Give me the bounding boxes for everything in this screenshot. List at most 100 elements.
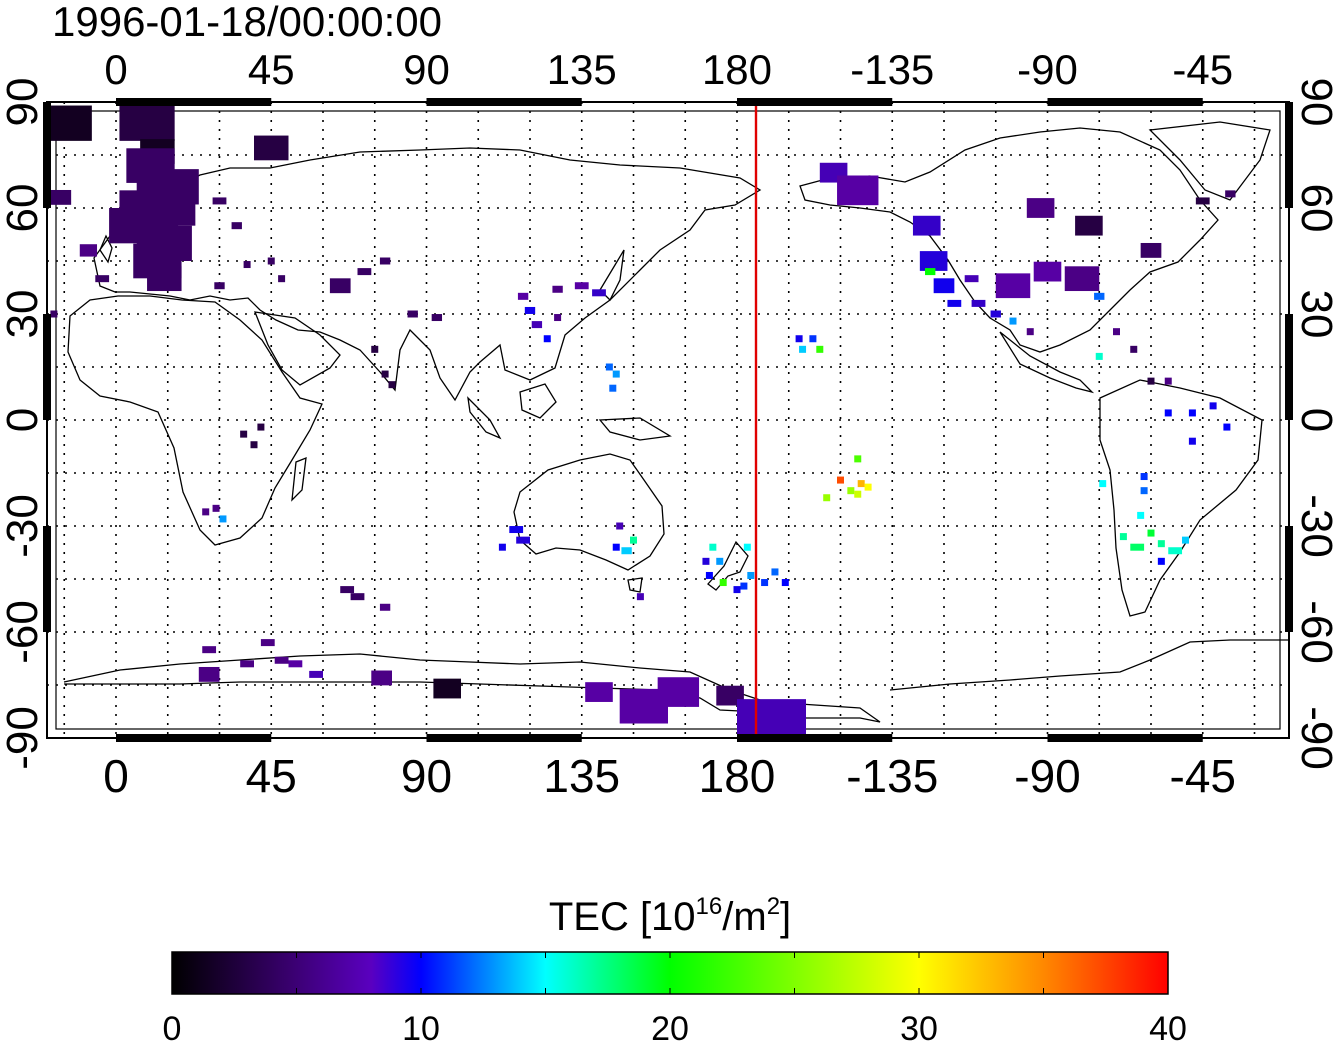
tec-cell bbox=[1137, 511, 1145, 519]
colorbar-tick-label: 30 bbox=[900, 1010, 938, 1042]
tec-cell bbox=[799, 345, 807, 353]
tec-cell bbox=[371, 345, 379, 353]
tec-cell bbox=[1195, 197, 1210, 205]
coastline-britain bbox=[99, 234, 113, 264]
tec-cell bbox=[995, 273, 1031, 299]
x-tick-label-bottom: -135 bbox=[846, 750, 938, 802]
tec-cell bbox=[612, 543, 620, 551]
tec-cell bbox=[214, 282, 225, 290]
tec-cell bbox=[716, 557, 724, 565]
tick-bar-left bbox=[43, 314, 51, 420]
tec-cell bbox=[498, 543, 506, 551]
tec-cell bbox=[202, 646, 217, 654]
tick-bar-left bbox=[43, 526, 51, 632]
tec-cell bbox=[371, 670, 392, 686]
tec-cell bbox=[1182, 536, 1189, 544]
x-tick-label-top: -90 bbox=[1017, 46, 1078, 93]
coastline-borneo bbox=[519, 383, 557, 419]
tec-cell bbox=[552, 285, 563, 293]
coastline-greenland bbox=[1148, 121, 1271, 201]
tec-cell bbox=[964, 275, 979, 283]
tec-cell bbox=[709, 543, 717, 551]
tec-cell bbox=[657, 677, 700, 707]
tec-cell bbox=[592, 289, 606, 297]
tec-cell bbox=[1094, 292, 1105, 300]
tec-cell bbox=[616, 522, 624, 530]
y-tick-label-right: -60 bbox=[1292, 600, 1340, 664]
tec-cell bbox=[609, 384, 617, 392]
tec-cell bbox=[554, 314, 562, 322]
tec-cell bbox=[1164, 409, 1172, 417]
tec-cell bbox=[340, 586, 355, 594]
y-tick-label-left: -90 bbox=[0, 706, 47, 770]
tec-cell bbox=[147, 266, 182, 292]
tec-cell bbox=[864, 483, 872, 491]
tec-cell bbox=[971, 299, 986, 307]
tec-cell bbox=[1164, 377, 1172, 385]
tec-cell bbox=[240, 660, 254, 668]
tec-cell bbox=[543, 335, 551, 343]
colorbar-gradient bbox=[171, 951, 1169, 995]
x-tick-label-top: 45 bbox=[248, 46, 295, 93]
tec-cell bbox=[524, 306, 536, 314]
tec-cell bbox=[837, 175, 879, 206]
tec-cell bbox=[795, 335, 803, 343]
coastline-africa bbox=[67, 295, 323, 546]
coastline-madagascar bbox=[291, 456, 307, 502]
y-axis-left-labels: 90 60 30 0 -30 -60 -90 bbox=[0, 78, 47, 770]
tec-cell bbox=[816, 345, 824, 353]
tick-bar-bottom bbox=[1047, 734, 1203, 742]
tec-cell bbox=[743, 543, 751, 551]
tec-cell bbox=[1099, 480, 1107, 488]
x-tick-label-bottom: 0 bbox=[103, 750, 129, 802]
tec-cell bbox=[231, 222, 242, 230]
tec-cell bbox=[1168, 547, 1183, 555]
tec-cell bbox=[1147, 529, 1155, 537]
colorbar-tick-label: 20 bbox=[651, 1010, 689, 1042]
tec-cell bbox=[630, 536, 637, 544]
tec-cell bbox=[257, 423, 265, 431]
tec-cell bbox=[1130, 543, 1145, 551]
colorbar-title-prefix: TEC [10 bbox=[549, 895, 696, 939]
tec-cell bbox=[50, 310, 58, 318]
tec-cell bbox=[431, 314, 443, 322]
tec-cell bbox=[636, 593, 644, 601]
tec-cell bbox=[740, 582, 748, 590]
tick-bar-top bbox=[1047, 98, 1203, 106]
y-tick-label-right: 30 bbox=[1292, 290, 1340, 339]
tec-cell bbox=[329, 278, 351, 294]
tec-cell bbox=[1119, 533, 1127, 541]
tec-cell bbox=[857, 480, 865, 488]
tec-cell bbox=[198, 666, 220, 682]
tick-bar-right bbox=[1285, 526, 1293, 632]
tec-cell bbox=[1188, 437, 1196, 445]
tec-cell bbox=[761, 579, 769, 587]
coastline-arabia bbox=[253, 311, 341, 386]
tec-cell bbox=[388, 381, 396, 389]
colorbar-tick-label: 40 bbox=[1149, 1010, 1187, 1042]
tick-bar-top bbox=[116, 98, 272, 106]
coastline-new-guinea bbox=[598, 417, 672, 441]
y-axis-right-labels: 90 60 30 0 -30 -60 -90 bbox=[1292, 78, 1340, 770]
tec-cell bbox=[733, 586, 741, 594]
tec-cell bbox=[95, 275, 110, 283]
y-tick-label-left: 60 bbox=[0, 184, 47, 233]
tec-cell bbox=[1157, 557, 1165, 565]
colorbar-tick-label: 0 bbox=[163, 1010, 182, 1042]
y-tick-label-left: -30 bbox=[0, 494, 47, 558]
tec-cell bbox=[267, 257, 275, 265]
tec-cell bbox=[705, 571, 713, 579]
tec-cell bbox=[350, 593, 365, 601]
colorbar-title-suffix: ] bbox=[780, 895, 791, 939]
tec-cell bbox=[1075, 215, 1103, 236]
tec-cell bbox=[925, 268, 936, 276]
tec-cell bbox=[1157, 540, 1165, 548]
coastline-sumatra bbox=[467, 396, 502, 440]
tec-cell bbox=[1147, 377, 1155, 385]
tec-cell bbox=[47, 105, 92, 141]
coastline-eurasia bbox=[93, 147, 762, 402]
x-axis-top-labels: 0 45 90 135 180 -135 -90 -45 bbox=[104, 46, 1233, 93]
tec-cells bbox=[47, 105, 1236, 735]
tec-cell bbox=[605, 363, 613, 371]
